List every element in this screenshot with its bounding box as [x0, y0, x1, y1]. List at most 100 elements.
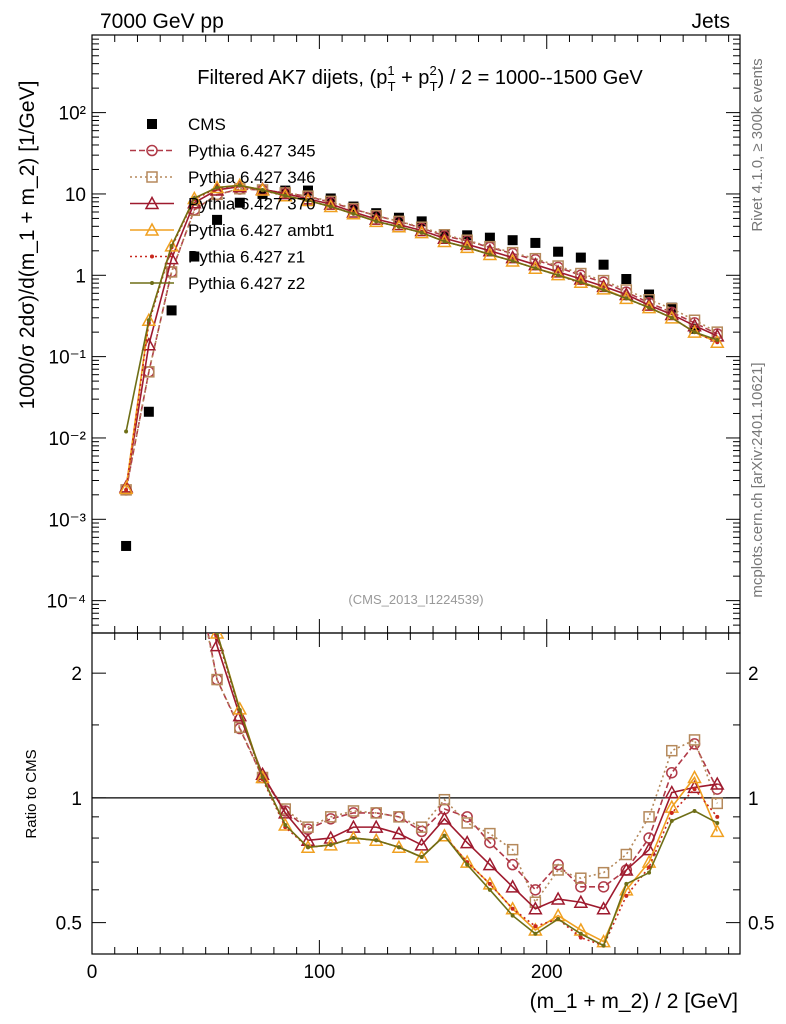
- data-point-cms: [189, 251, 200, 262]
- data-point-pythia-6-427-z2: [146, 318, 151, 323]
- ratio-point-pythia-6-427-370: [505, 879, 520, 893]
- ratio-point-pythia-6-427-370: [368, 819, 384, 833]
- data-point-pythia-6-427-z2: [669, 315, 674, 320]
- ratio-line-pythia-6-427-370: [213, 633, 718, 910]
- main-y-tick-label: 10⁻²: [49, 429, 87, 450]
- watermark: (CMS_2013_I1224539): [348, 592, 483, 607]
- header-right: Jets: [691, 10, 730, 33]
- ratio-y-tick-label-right: 2: [748, 664, 759, 685]
- ratio-point-pythia-6-427-ambt1: [687, 769, 702, 784]
- data-point-cms: [416, 216, 427, 227]
- data-point-pythia-6-427-z2: [715, 338, 720, 343]
- main-series-marks: [118, 177, 725, 551]
- ratio-y-tick-label: 0.5: [56, 914, 82, 935]
- x-tick-label: 200: [531, 962, 563, 983]
- mcplots-label: mcplots.cern.ch [arXiv:2401.10621]: [749, 362, 766, 597]
- ratio-point-pythia-6-427-346: [597, 866, 610, 879]
- data-point-pythia-6-427-z2: [260, 187, 265, 192]
- ratio-point-pythia-6-427-345: [575, 881, 587, 893]
- ratio-point-pythia-6-427-z1: [533, 924, 538, 929]
- ratio-point-pythia-6-427-z1: [487, 881, 492, 886]
- legend: CMS Pythia 6.427 345 Pythia 6.427 346 Pythi…: [130, 115, 334, 293]
- ratio-y-axis-label: Ratio to CMS: [23, 749, 40, 838]
- ratio-axes: 0 100 200 0.5 0.5 1 1 2 2: [56, 633, 774, 983]
- data-point-cms: [553, 246, 564, 257]
- data-point-pythia-6-427-370: [300, 191, 316, 205]
- ratio-point-pythia-6-427-z2: [556, 917, 561, 922]
- ratio-series-marks: [189, 503, 725, 948]
- title-sub-2: T: [430, 79, 438, 94]
- ratio-plot-frame: [91, 632, 741, 955]
- data-point-pythia-6-427-z2: [351, 211, 356, 216]
- ratio-point-pythia-6-427-z2: [306, 845, 310, 850]
- main-y-tick-label: 10⁻³: [49, 510, 87, 531]
- ratio-y-tick-label-right: 1: [748, 789, 759, 810]
- data-point-pythia-6-427-346: [484, 240, 496, 253]
- data-point-cms: [484, 232, 495, 243]
- ratio-point-pythia-6-427-370: [550, 891, 566, 905]
- legend-marker-pythia-6-427-370: [144, 195, 160, 210]
- x-axis-label: (m_1 + m_2) / 2 [GeV]: [530, 990, 738, 1013]
- data-point-pythia-6-427-ambt1: [232, 177, 248, 191]
- legend-marker-cms: [147, 119, 157, 129]
- ratio-point-pythia-6-427-346: [211, 673, 223, 686]
- ratio-point-pythia-6-427-345: [484, 836, 496, 849]
- ratio-point-pythia-6-427-346: [302, 821, 314, 833]
- ratio-y-tick-label: 1: [71, 789, 82, 810]
- data-point-pythia-6-427-370: [187, 195, 202, 209]
- data-point-pythia-6-427-346: [666, 302, 678, 315]
- ratio-point-pythia-6-427-346: [552, 864, 564, 876]
- legend-label-pythia-6-427-370: Pythia 6.427 370: [188, 195, 316, 214]
- ratio-point-pythia-6-427-z2: [419, 855, 424, 860]
- legend-marker-pythia-6-427-ambt1: [144, 222, 160, 236]
- data-point-pythia-6-427-z2: [396, 224, 401, 229]
- data-point-cms: [143, 406, 154, 417]
- ratio-line-pythia-6-427-z2: [216, 633, 718, 947]
- data-point-pythia-6-427-ambt1: [187, 190, 202, 205]
- ratio-point-pythia-6-427-z1: [510, 906, 515, 911]
- data-point-pythia-6-427-z2: [374, 219, 379, 224]
- x-tick-label: 100: [304, 962, 336, 983]
- ratio-point-pythia-6-427-z1: [192, 503, 196, 507]
- main-y-tick-label: 1: [75, 266, 86, 287]
- ratio-point-pythia-6-427-z1: [715, 814, 720, 819]
- ratio-point-pythia-6-427-z2: [465, 862, 470, 867]
- data-point-pythia-6-427-346: [165, 266, 178, 278]
- ratio-point-pythia-6-427-z2: [692, 808, 697, 813]
- data-point-pythia-6-427-370: [641, 297, 657, 311]
- main-y-tick-label: 10⁻⁴: [47, 592, 86, 613]
- data-point-pythia-6-427-346: [552, 260, 564, 272]
- legend-marker-pythia-6-427-z1: [150, 254, 154, 259]
- data-point-pythia-6-427-ambt1: [687, 324, 702, 338]
- header-left: 7000 GeV pp: [100, 10, 224, 33]
- ratio-line-pythia-6-427-345: [207, 633, 718, 892]
- ratio-point-pythia-6-427-z2: [624, 881, 629, 886]
- data-point-pythia-6-427-z2: [624, 296, 629, 301]
- ratio-point-pythia-6-427-z2: [374, 838, 379, 843]
- ratio-point-pythia-6-427-346: [415, 821, 428, 833]
- ratio-point-pythia-6-427-z1: [578, 935, 583, 940]
- ratio-point-pythia-6-427-370: [232, 708, 248, 722]
- main-axes: 10⁻⁴ 10⁻³ 10⁻² 10⁻¹ 1 10 10²: [47, 34, 740, 634]
- data-point-pythia-6-427-z2: [601, 287, 606, 292]
- legend-marker-pythia-6-427-z2: [150, 281, 154, 285]
- data-point-cms: [507, 235, 518, 246]
- ratio-point-pythia-6-427-370: [619, 862, 634, 876]
- ratio-point-pythia-6-427-z2: [647, 870, 652, 875]
- ratio-point-pythia-6-427-z1: [669, 810, 674, 815]
- ratio-point-pythia-6-427-ambt1: [277, 817, 293, 831]
- legend-label-cms: CMS: [188, 115, 226, 134]
- data-point-cms: [234, 197, 245, 208]
- ratio-point-pythia-6-427-z2: [442, 833, 447, 838]
- ratio-point-pythia-6-427-z2: [601, 943, 606, 948]
- data-point-pythia-6-427-370: [368, 211, 384, 225]
- ratio-point-pythia-6-427-346: [189, 562, 199, 572]
- ratio-line-pythia-6-427-z1: [215, 633, 718, 947]
- data-point-pythia-6-427-z2: [215, 185, 220, 190]
- legend-label-pythia-6-427-z1: Pythia 6.427 z1: [188, 248, 305, 267]
- ratio-point-pythia-6-427-346: [529, 896, 542, 908]
- ratio-point-pythia-6-427-370: [687, 779, 702, 794]
- data-point-pythia-6-427-z2: [306, 198, 310, 203]
- ratio-point-pythia-6-427-z1: [647, 865, 652, 870]
